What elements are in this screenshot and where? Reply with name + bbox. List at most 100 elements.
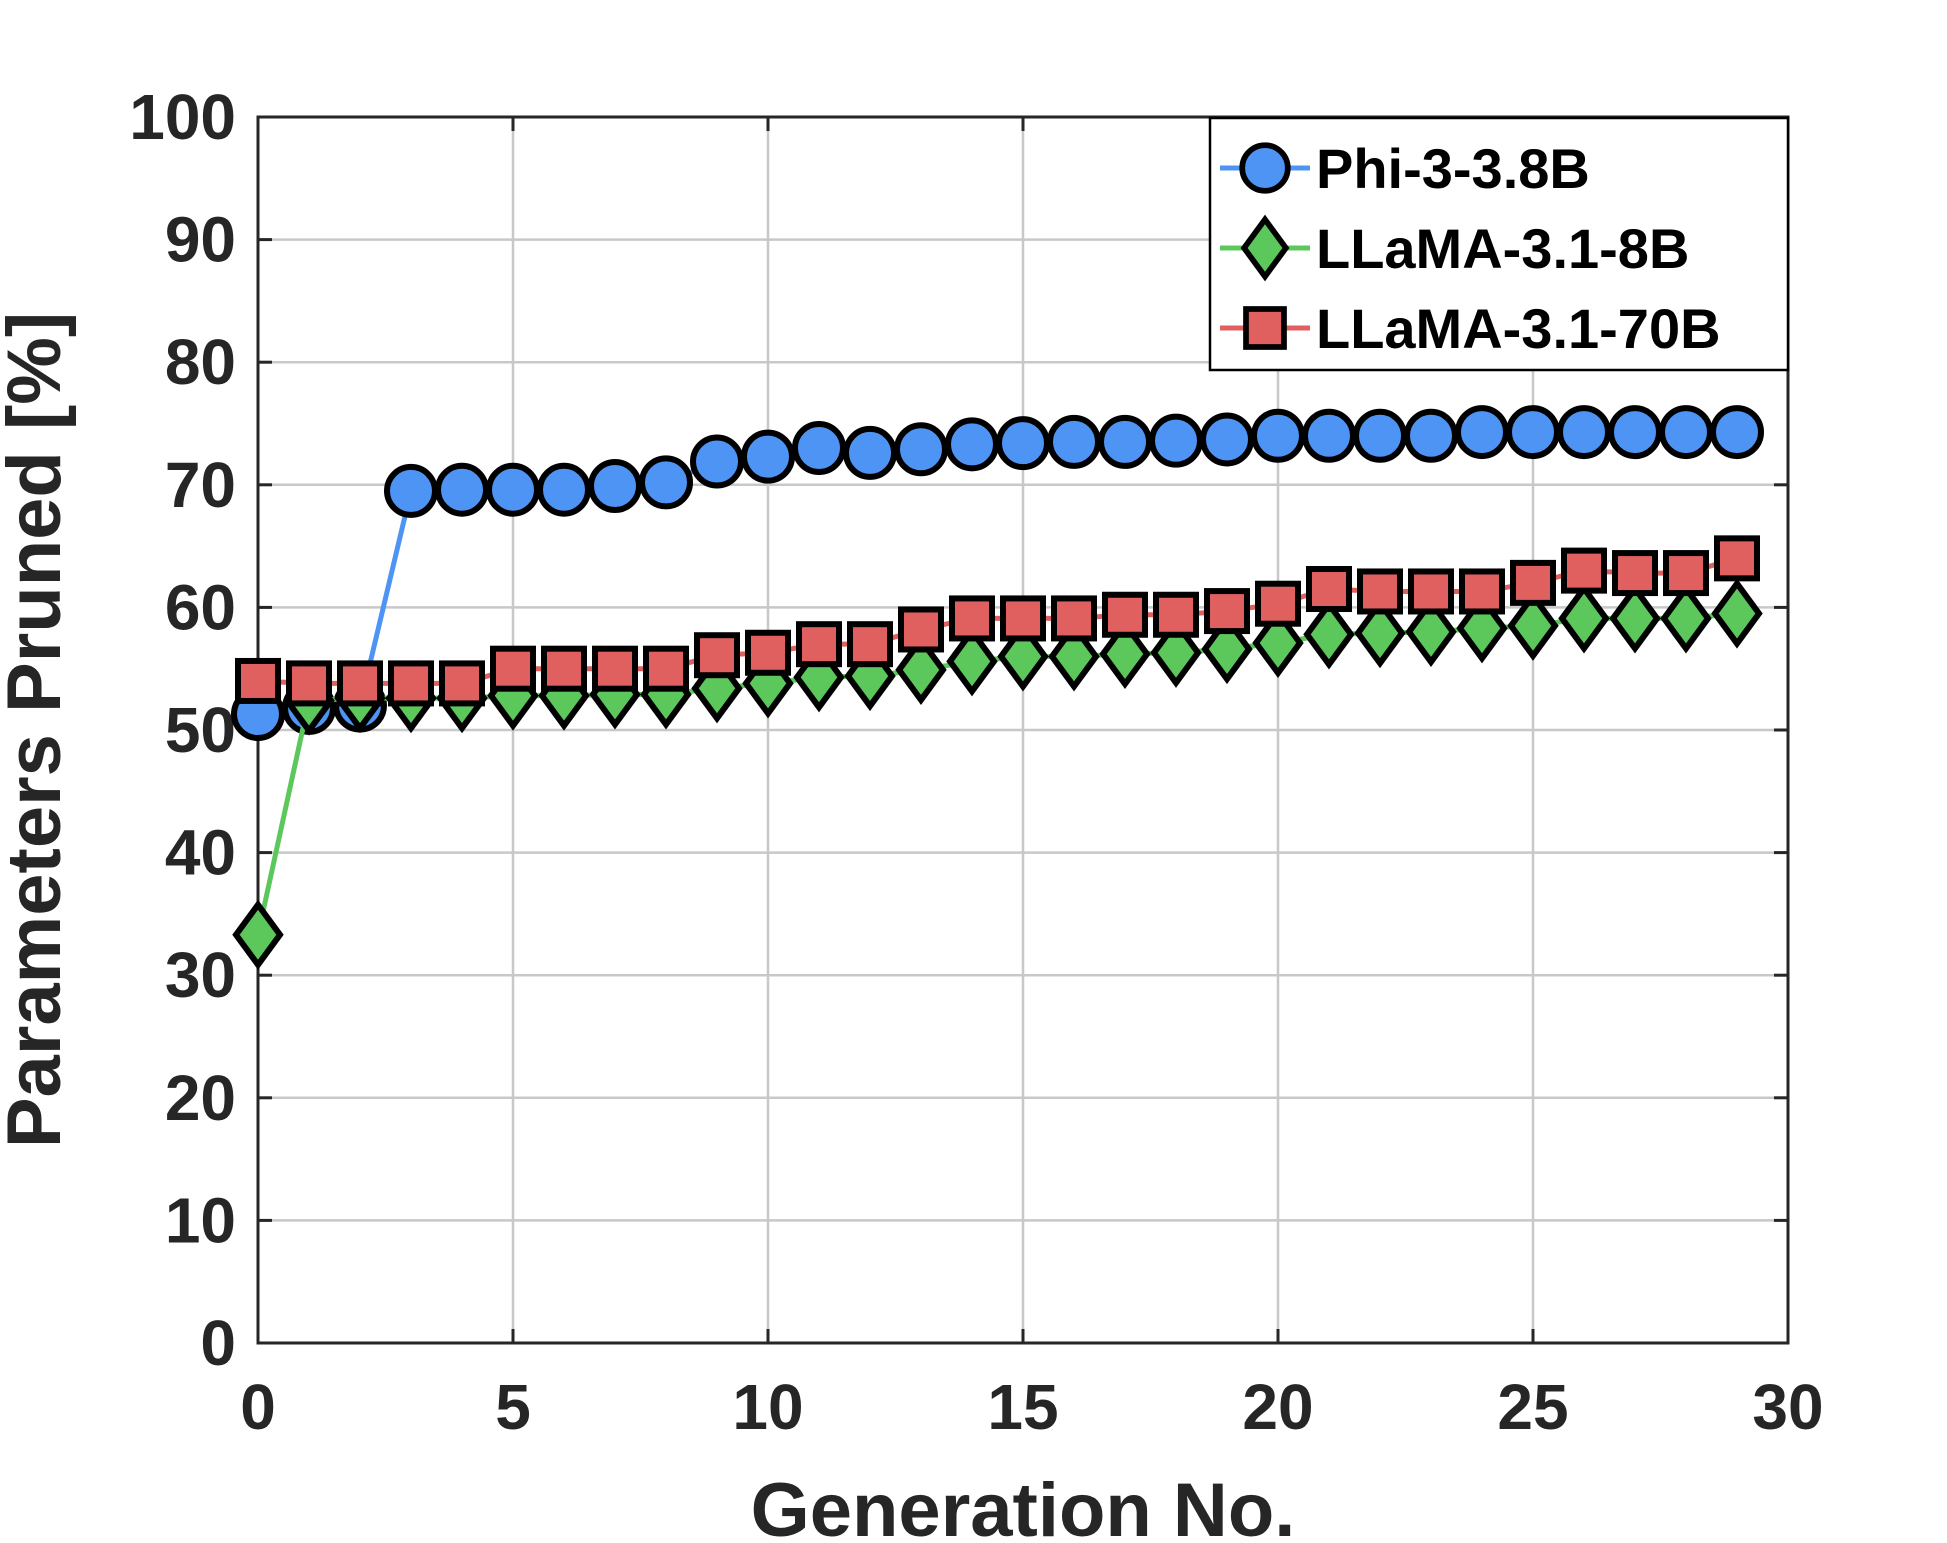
data-point-diamond	[1150, 617, 1202, 688]
data-point-square	[592, 645, 638, 692]
legend-item: LLaMA-3.1-70B	[1220, 297, 1721, 360]
data-point-square	[286, 660, 332, 707]
data-point-diamond	[232, 899, 284, 970]
data-point-circle	[588, 459, 642, 514]
data-point-square	[1153, 591, 1199, 638]
data-point-circle	[894, 422, 948, 477]
data-point-circle	[639, 455, 693, 510]
y-tick-label: 90	[165, 204, 236, 276]
data-point-square	[235, 657, 281, 704]
data-point-circle	[1353, 408, 1407, 463]
data-point-circle	[1149, 413, 1203, 468]
data-point-square	[439, 660, 485, 707]
y-axis-title: Parameters Pruned [%]	[0, 312, 77, 1148]
data-point-diamond	[895, 634, 947, 705]
legend-label: Phi-3-3.8B	[1316, 137, 1590, 200]
data-point-square	[796, 621, 842, 668]
y-tick-label: 60	[165, 571, 236, 643]
data-point-square	[1357, 568, 1403, 615]
data-point-circle	[945, 417, 999, 472]
y-tick-label: 40	[165, 817, 236, 889]
data-point-square	[847, 621, 893, 668]
data-point-square	[1714, 535, 1760, 582]
data-point-circle	[741, 429, 795, 484]
data-point-square	[949, 595, 995, 642]
legend-label: LLaMA-3.1-70B	[1316, 297, 1721, 360]
x-tick-label: 25	[1497, 1371, 1568, 1443]
legend: Phi-3-3.8B LLaMA-3.1-8B LLaMA-3.1-70B	[1208, 116, 1790, 372]
data-point-circle	[1608, 405, 1662, 460]
y-tick-label: 0	[200, 1307, 236, 1379]
y-tick-label: 50	[165, 694, 236, 766]
data-point-square	[898, 606, 944, 653]
data-point-square	[1102, 591, 1148, 638]
y-tick-label: 70	[165, 449, 236, 521]
data-point-square	[1306, 566, 1352, 613]
x-tick-label: 0	[240, 1371, 276, 1443]
data-point-square	[745, 629, 791, 676]
data-point-diamond	[1405, 596, 1457, 667]
y-tick-label: 30	[165, 939, 236, 1011]
tick-labels: 0 5 10 15 20 25 30 0 10 20 30 40 50 60 70 80 90 100	[129, 81, 1823, 1443]
data-point-circle	[1251, 408, 1305, 463]
data-point-diamond	[1609, 583, 1661, 654]
data-point-circle	[690, 434, 744, 489]
data-point-square	[541, 645, 587, 692]
data-point-square	[337, 660, 383, 707]
series-LLaMA-3.1-70B	[235, 535, 1760, 707]
data-point-diamond	[1660, 583, 1712, 654]
data-point-circle	[537, 462, 591, 517]
data-point-diamond	[1252, 607, 1304, 679]
data-point-circle	[996, 416, 1050, 471]
x-tick-label: 5	[495, 1371, 531, 1443]
data-point-diamond	[997, 621, 1049, 692]
data-point-diamond	[1201, 614, 1253, 685]
data-point-circle	[1557, 405, 1611, 460]
data-point-square	[1459, 568, 1505, 615]
data-point-diamond	[1099, 618, 1151, 690]
data-point-circle	[792, 421, 846, 476]
x-tick-label: 15	[987, 1371, 1058, 1443]
data-point-diamond	[946, 626, 998, 697]
data-point-circle	[486, 462, 540, 517]
data-point-diamond	[1507, 590, 1559, 661]
data-point-square	[1204, 588, 1250, 635]
data-point-diamond	[1303, 599, 1355, 670]
data-point-diamond	[1711, 578, 1763, 649]
data-point-circle	[384, 463, 438, 518]
data-point-square	[643, 645, 689, 692]
legend-marker-square	[1243, 306, 1287, 350]
data-point-square	[388, 660, 434, 707]
series-layer	[231, 405, 1764, 970]
data-point-square	[1510, 559, 1556, 606]
x-tick-label: 20	[1242, 1371, 1313, 1443]
data-point-square	[1408, 568, 1454, 615]
legend-marker-circle	[1239, 142, 1291, 194]
legend-label: LLaMA-3.1-8B	[1316, 217, 1689, 280]
data-point-diamond	[1048, 621, 1100, 692]
data-point-square	[1612, 550, 1658, 597]
data-point-circle	[1200, 412, 1254, 467]
data-point-square	[490, 645, 536, 692]
data-point-circle	[843, 425, 897, 480]
x-tick-label: 30	[1752, 1371, 1823, 1443]
data-point-circle	[1047, 414, 1101, 469]
data-point-circle	[435, 462, 489, 517]
x-tick-label: 10	[732, 1371, 803, 1443]
data-point-circle	[1404, 408, 1458, 463]
data-point-square	[694, 632, 740, 679]
y-tick-label: 20	[165, 1062, 236, 1134]
data-point-square	[1255, 580, 1301, 627]
data-point-square	[1051, 595, 1097, 642]
x-axis-title: Generation No.	[751, 1468, 1296, 1543]
data-point-circle	[1506, 405, 1560, 460]
legend-item: LLaMA-3.1-8B	[1220, 214, 1689, 282]
y-tick-label: 10	[165, 1184, 236, 1256]
data-point-square	[1000, 595, 1046, 642]
data-point-diamond	[1558, 583, 1610, 654]
data-point-square	[1663, 550, 1709, 597]
data-point-circle	[1455, 405, 1509, 460]
data-point-circle	[1302, 408, 1356, 463]
data-point-circle	[1098, 414, 1152, 469]
